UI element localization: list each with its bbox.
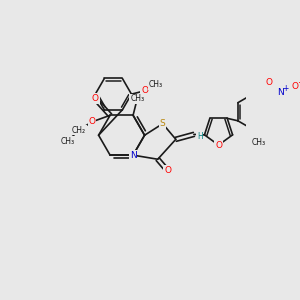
Text: H: H	[197, 131, 203, 140]
Text: CH₃: CH₃	[251, 139, 266, 148]
Text: CH₃: CH₃	[60, 137, 74, 146]
Text: N: N	[277, 88, 284, 98]
Text: O: O	[266, 79, 273, 88]
Text: N: N	[130, 151, 136, 160]
Text: CH₃: CH₃	[130, 94, 144, 103]
Text: O: O	[141, 86, 148, 95]
Text: CH₃: CH₃	[149, 80, 163, 89]
Text: O: O	[92, 94, 99, 103]
Text: −: −	[297, 78, 300, 87]
Text: CH₂: CH₂	[72, 126, 86, 135]
Text: S: S	[160, 119, 166, 128]
Text: O: O	[215, 141, 222, 150]
Text: O: O	[291, 82, 298, 91]
Text: O: O	[164, 166, 171, 175]
Text: +: +	[282, 84, 289, 93]
Text: O: O	[88, 117, 95, 126]
